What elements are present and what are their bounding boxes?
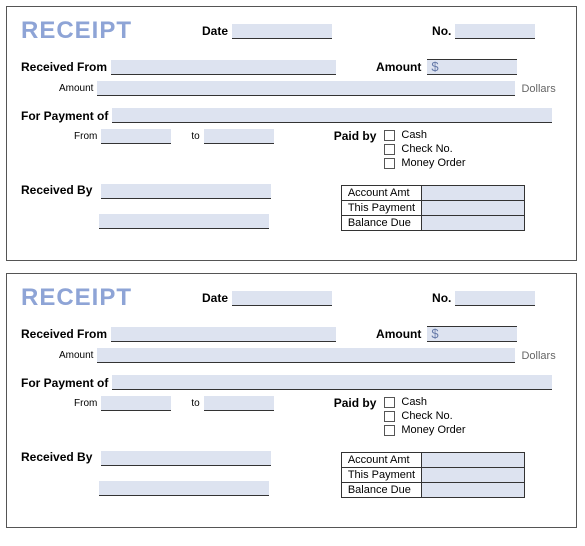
no-field[interactable] xyxy=(455,24,535,39)
no-label: No. xyxy=(432,291,451,305)
summary-value-balance-due[interactable] xyxy=(422,483,525,498)
paid-option-check: Check No. xyxy=(384,410,465,422)
receipt-title: RECEIPT xyxy=(21,17,132,45)
amount-words-field[interactable] xyxy=(97,81,515,96)
paid-option-money-order: Money Order xyxy=(384,424,465,436)
received-by-field-1[interactable] xyxy=(101,184,271,199)
dollars-word: Dollars xyxy=(521,83,555,95)
no-label: No. xyxy=(432,24,451,38)
checkbox-cash[interactable] xyxy=(384,130,395,141)
dollars-word: Dollars xyxy=(521,350,555,362)
received-by-label: Received By xyxy=(21,450,92,464)
received-from-label: Received From xyxy=(21,327,107,341)
paid-option-cash: Cash xyxy=(384,396,465,408)
summary-label: Account Amt xyxy=(341,186,421,201)
for-payment-field[interactable] xyxy=(112,108,552,123)
receipt-form-1: RECEIPT Date No. Received From Amount $ … xyxy=(6,6,577,261)
paid-option-check: Check No. xyxy=(384,143,465,155)
amount-word-label: Amount xyxy=(59,350,93,361)
checkbox-cash[interactable] xyxy=(384,397,395,408)
summary-value-balance-due[interactable] xyxy=(422,216,525,231)
checkbox-check[interactable] xyxy=(384,144,395,155)
from-field[interactable] xyxy=(101,396,171,411)
amount-label: Amount xyxy=(376,60,421,74)
paid-option-cash: Cash xyxy=(384,129,465,141)
summary-value-this-payment[interactable] xyxy=(422,201,525,216)
paid-by-label: Paid by xyxy=(334,129,377,171)
amount-box[interactable]: $ xyxy=(427,326,517,342)
summary-table: Account Amt This Payment Balance Due xyxy=(341,452,525,498)
received-by-field-1[interactable] xyxy=(101,451,271,466)
paid-option-label: Cash xyxy=(401,396,427,408)
summary-table: Account Amt This Payment Balance Due xyxy=(341,185,525,231)
received-from-label: Received From xyxy=(21,60,107,74)
to-field[interactable] xyxy=(204,396,274,411)
summary-label: Account Amt xyxy=(341,453,421,468)
to-field[interactable] xyxy=(204,129,274,144)
checkbox-check[interactable] xyxy=(384,411,395,422)
for-payment-label: For Payment of xyxy=(21,376,108,390)
received-by-field-2[interactable] xyxy=(99,214,269,229)
paid-option-label: Check No. xyxy=(401,410,452,422)
table-row: Account Amt xyxy=(341,186,524,201)
summary-label: Balance Due xyxy=(341,483,421,498)
amount-box[interactable]: $ xyxy=(427,59,517,75)
paid-option-label: Money Order xyxy=(401,157,465,169)
summary-value-account-amt[interactable] xyxy=(422,453,525,468)
table-row: Account Amt xyxy=(341,453,524,468)
date-label: Date xyxy=(202,291,228,305)
checkbox-money-order[interactable] xyxy=(384,158,395,169)
table-row: This Payment xyxy=(341,468,524,483)
table-row: This Payment xyxy=(341,201,524,216)
paid-option-label: Money Order xyxy=(401,424,465,436)
receipt-title: RECEIPT xyxy=(21,284,132,312)
paid-by-label: Paid by xyxy=(334,396,377,438)
received-from-field[interactable] xyxy=(111,60,336,75)
amount-label: Amount xyxy=(376,327,421,341)
paid-option-money-order: Money Order xyxy=(384,157,465,169)
for-payment-field[interactable] xyxy=(112,375,552,390)
to-label: to xyxy=(191,398,199,409)
table-row: Balance Due xyxy=(341,483,524,498)
date-label: Date xyxy=(202,24,228,38)
no-field[interactable] xyxy=(455,291,535,306)
received-from-field[interactable] xyxy=(111,327,336,342)
paid-option-label: Check No. xyxy=(401,143,452,155)
date-field[interactable] xyxy=(232,291,332,306)
from-label: From xyxy=(74,398,97,409)
for-payment-label: For Payment of xyxy=(21,109,108,123)
date-field[interactable] xyxy=(232,24,332,39)
receipt-form-2: RECEIPT Date No. Received From Amount $ … xyxy=(6,273,577,528)
summary-label: This Payment xyxy=(341,468,421,483)
received-by-label: Received By xyxy=(21,183,92,197)
to-label: to xyxy=(191,131,199,142)
from-label: From xyxy=(74,131,97,142)
checkbox-money-order[interactable] xyxy=(384,425,395,436)
summary-value-account-amt[interactable] xyxy=(422,186,525,201)
amount-word-label: Amount xyxy=(59,83,93,94)
from-field[interactable] xyxy=(101,129,171,144)
paid-option-label: Cash xyxy=(401,129,427,141)
summary-label: Balance Due xyxy=(341,216,421,231)
summary-label: This Payment xyxy=(341,201,421,216)
amount-words-field[interactable] xyxy=(97,348,515,363)
table-row: Balance Due xyxy=(341,216,524,231)
received-by-field-2[interactable] xyxy=(99,481,269,496)
summary-value-this-payment[interactable] xyxy=(422,468,525,483)
